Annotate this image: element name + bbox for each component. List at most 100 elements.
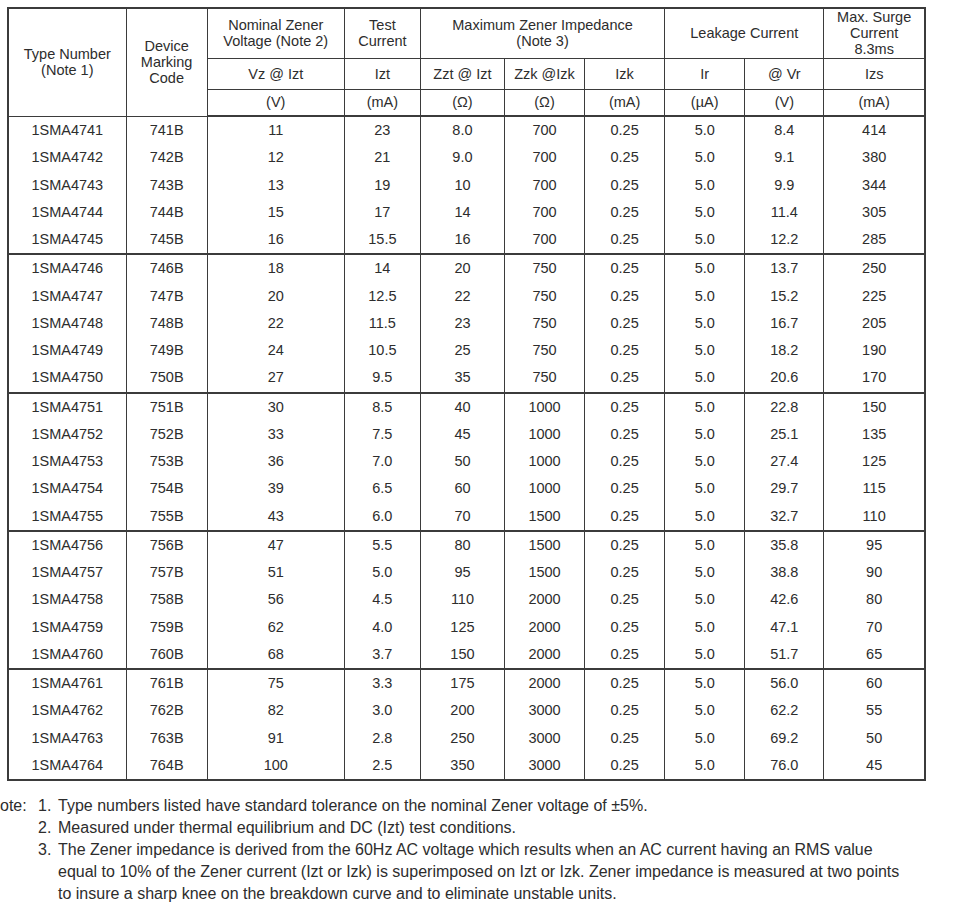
cell: 1SMA4763 bbox=[8, 725, 126, 752]
cell: 1SMA4746 bbox=[8, 254, 126, 282]
cell: 753B bbox=[126, 448, 207, 475]
cell: 0.25 bbox=[585, 144, 665, 171]
cell: 69.2 bbox=[745, 725, 824, 752]
cell: 9.0 bbox=[420, 144, 504, 171]
cell: 0.25 bbox=[585, 586, 665, 613]
unit-milliamps: (mA) bbox=[824, 89, 925, 116]
cell: 700 bbox=[504, 116, 584, 144]
cell: 0.25 bbox=[585, 254, 665, 282]
cell: 9.1 bbox=[745, 144, 824, 171]
cell: 762B bbox=[126, 697, 207, 724]
unit-milliamps: (mA) bbox=[344, 89, 420, 116]
cell: 42.6 bbox=[745, 586, 824, 613]
cell: 1SMA4747 bbox=[8, 283, 126, 310]
cell: 759B bbox=[126, 614, 207, 641]
cell: 5.0 bbox=[665, 310, 745, 337]
cell: 90 bbox=[824, 559, 925, 586]
cell: 13.7 bbox=[745, 254, 824, 282]
cell: 100 bbox=[207, 752, 344, 780]
table-row: 1SMA4751751B308.54010000.255.022.8150 bbox=[8, 393, 925, 421]
cell: 62 bbox=[207, 614, 344, 641]
cell: 0.25 bbox=[585, 614, 665, 641]
cell: 3000 bbox=[504, 725, 584, 752]
cell: 205 bbox=[824, 310, 925, 337]
cell: 5.0 bbox=[665, 364, 745, 392]
table-row: 1SMA4759759B624.012520000.255.047.170 bbox=[8, 614, 925, 641]
cell: 22 bbox=[420, 283, 504, 310]
cell: 14 bbox=[344, 254, 420, 282]
subheader-izt: Izt bbox=[344, 58, 420, 89]
note-number: 2. bbox=[38, 817, 58, 839]
cell: 25 bbox=[420, 337, 504, 364]
table-row: 1SMA4752752B337.54510000.255.025.1135 bbox=[8, 421, 925, 448]
cell: 20 bbox=[207, 283, 344, 310]
table-row: 1SMA4750750B279.5357500.255.020.6170 bbox=[8, 364, 925, 392]
cell: 16.7 bbox=[745, 310, 824, 337]
table-row: 1SMA4764764B1002.535030000.255.076.045 bbox=[8, 752, 925, 780]
cell: 45 bbox=[824, 752, 925, 780]
note-label: ote: bbox=[0, 795, 38, 817]
table-row: 1SMA4744744B1517147000.255.011.4305 bbox=[8, 199, 925, 226]
cell: 1SMA4744 bbox=[8, 199, 126, 226]
cell: 60 bbox=[420, 475, 504, 502]
cell: 39 bbox=[207, 475, 344, 502]
cell: 1000 bbox=[504, 448, 584, 475]
cell: 1SMA4756 bbox=[8, 531, 126, 559]
cell: 747B bbox=[126, 283, 207, 310]
cell: 763B bbox=[126, 725, 207, 752]
cell: 1SMA4743 bbox=[8, 172, 126, 199]
cell: 0.25 bbox=[585, 559, 665, 586]
cell: 5.0 bbox=[665, 226, 745, 254]
cell: 250 bbox=[420, 725, 504, 752]
unit-microamps: (µA) bbox=[665, 89, 745, 116]
cell: 5.0 bbox=[665, 697, 745, 724]
cell: 1SMA4760 bbox=[8, 641, 126, 669]
cell: 0.25 bbox=[585, 475, 665, 502]
table-row: 1SMA4743743B1319107000.255.09.9344 bbox=[8, 172, 925, 199]
cell: 65 bbox=[824, 641, 925, 669]
cell: 35.8 bbox=[745, 531, 824, 559]
unit-volts: (V) bbox=[745, 89, 824, 116]
cell: 18.2 bbox=[745, 337, 824, 364]
cell: 110 bbox=[420, 586, 504, 613]
table-row: 1SMA4760760B683.715020000.255.051.765 bbox=[8, 641, 925, 669]
cell: 1SMA4750 bbox=[8, 364, 126, 392]
cell: 5.0 bbox=[665, 421, 745, 448]
cell: 150 bbox=[824, 393, 925, 421]
table-row: 1SMA4763763B912.825030000.255.069.250 bbox=[8, 725, 925, 752]
cell: 0.25 bbox=[585, 226, 665, 254]
cell: 750 bbox=[504, 337, 584, 364]
cell: 285 bbox=[824, 226, 925, 254]
col-header-nominal-zener-voltage: Nominal Zener Voltage (Note 2) bbox=[207, 8, 344, 58]
cell: 700 bbox=[504, 172, 584, 199]
cell: 200 bbox=[420, 697, 504, 724]
cell: 38.8 bbox=[745, 559, 824, 586]
cell: 56 bbox=[207, 586, 344, 613]
cell: 5.0 bbox=[665, 254, 745, 282]
table-row: 1SMA4754754B396.56010000.255.029.7115 bbox=[8, 475, 925, 502]
cell: 344 bbox=[824, 172, 925, 199]
cell: 755B bbox=[126, 503, 207, 531]
cell: 749B bbox=[126, 337, 207, 364]
cell: 1SMA4748 bbox=[8, 310, 126, 337]
cell: 47.1 bbox=[745, 614, 824, 641]
note-line: 3. The Zener impedance is derived from t… bbox=[0, 839, 956, 903]
cell: 36 bbox=[207, 448, 344, 475]
cell: 0.25 bbox=[585, 310, 665, 337]
cell: 754B bbox=[126, 475, 207, 502]
cell: 742B bbox=[126, 144, 207, 171]
cell: 125 bbox=[824, 448, 925, 475]
cell: 225 bbox=[824, 283, 925, 310]
cell: 0.25 bbox=[585, 199, 665, 226]
cell: 756B bbox=[126, 531, 207, 559]
cell: 5.0 bbox=[665, 752, 745, 780]
cell: 1SMA4764 bbox=[8, 752, 126, 780]
cell: 35 bbox=[420, 364, 504, 392]
table-row: 1SMA4757757B515.09515000.255.038.890 bbox=[8, 559, 925, 586]
cell: 14 bbox=[420, 199, 504, 226]
col-header-max-zener-impedance: Maximum Zener Impedance (Note 3) bbox=[420, 8, 664, 58]
cell: 760B bbox=[126, 641, 207, 669]
cell: 23 bbox=[420, 310, 504, 337]
zener-electrical-characteristics-table: Type Number (Note 1) Device Marking Code… bbox=[7, 7, 926, 781]
cell: 15 bbox=[207, 199, 344, 226]
